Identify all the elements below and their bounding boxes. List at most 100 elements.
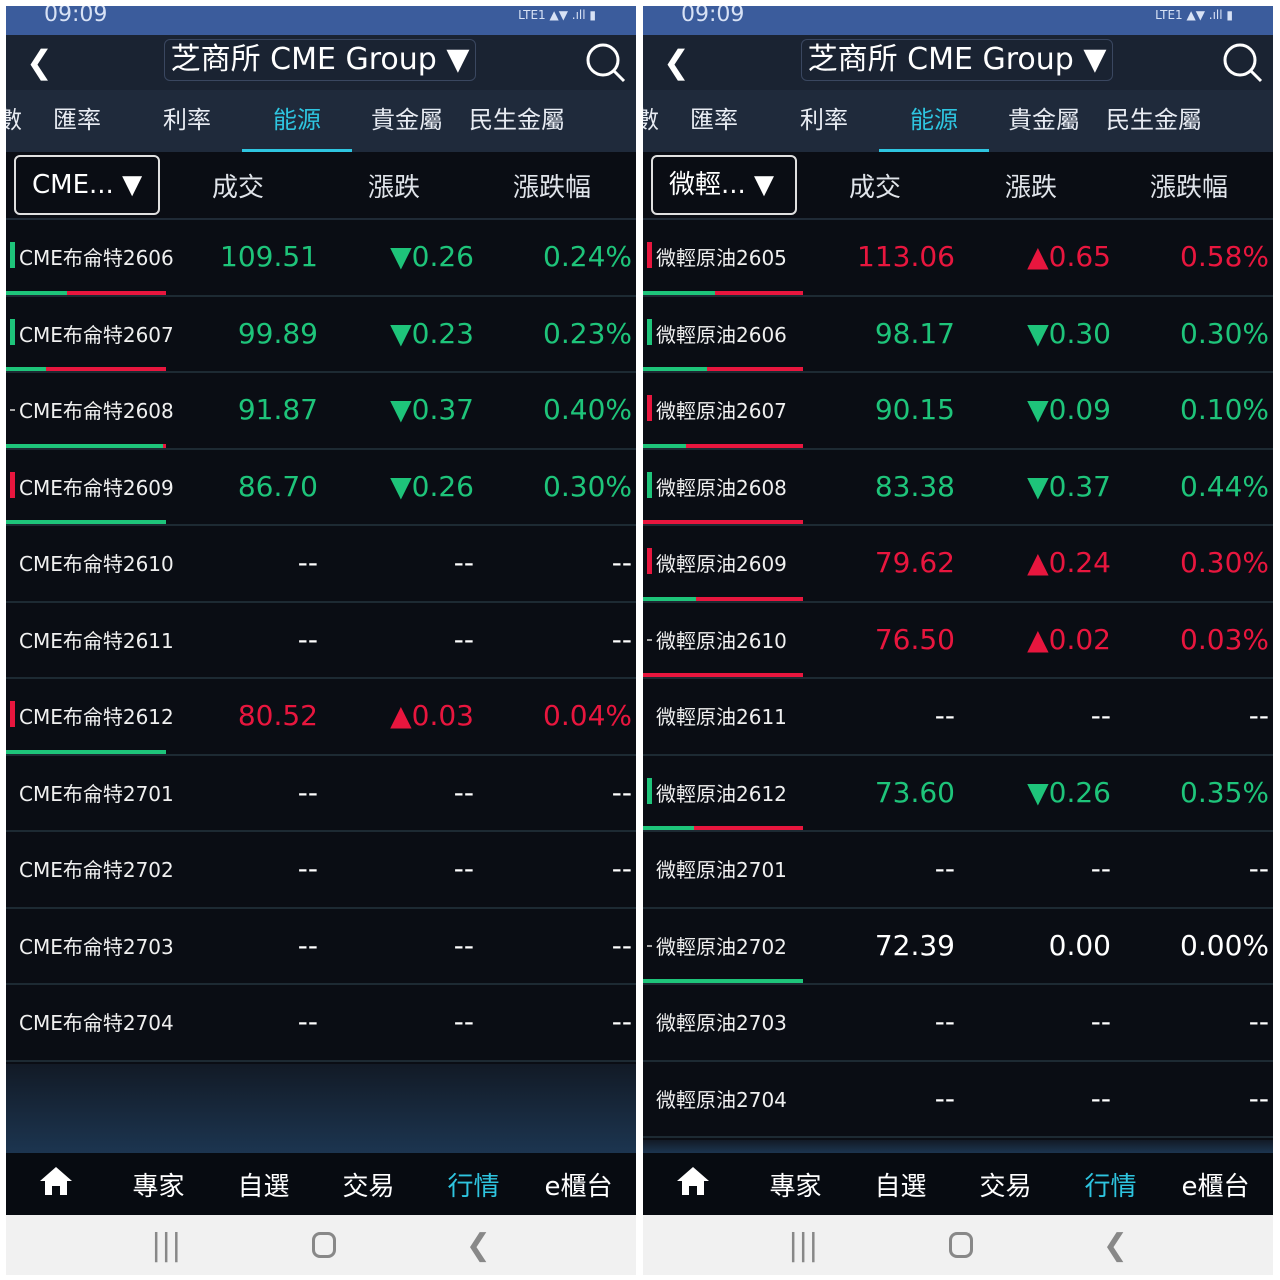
volume-ratio-bar <box>643 596 803 601</box>
nav-item-1[interactable]: 自選 <box>874 1171 927 1202</box>
nav-item-0[interactable]: 專家 <box>132 1171 185 1202</box>
home-button-icon[interactable] <box>311 1232 336 1258</box>
product-selector[interactable]: 微輕... ▼ <box>651 155 797 215</box>
search-icon[interactable] <box>584 41 626 83</box>
quote-row[interactable]: CME布侖特2701 -- -- -- <box>6 756 636 832</box>
volume-ratio-bar <box>6 443 166 448</box>
exchange-selector[interactable]: 芝商所 CME Group ▼ <box>164 39 476 81</box>
tab-2[interactable]: 利率 <box>163 106 211 134</box>
contract-name: 微輕原油2610 <box>656 628 787 653</box>
quote-row[interactable]: 微輕原油2610 76.50 ▲0.02 0.03% <box>643 603 1273 679</box>
nav-item-1[interactable]: 自選 <box>237 1171 290 1202</box>
nav-item-4[interactable]: e櫃台 <box>1181 1171 1250 1202</box>
recents-icon[interactable]: ||| <box>788 1227 819 1263</box>
tab-3[interactable]: 能源 <box>879 90 989 152</box>
quote-row[interactable]: 微輕原油2608 83.38 ▼0.37 0.44% <box>643 450 1273 526</box>
bottom-nav: 專家 自選 交易 行情 e櫃台 <box>6 1153 636 1215</box>
back-icon[interactable]: ❮ <box>663 43 690 81</box>
change-percent: -- <box>611 928 632 962</box>
quote-row[interactable]: 微輕原油2605 113.06 ▲0.65 0.58% <box>643 220 1273 297</box>
price: -- <box>297 852 318 885</box>
list-background <box>643 1140 1273 1153</box>
nav-item-3[interactable]: 行情 <box>1084 1171 1137 1202</box>
nav-item-4[interactable]: e櫃台 <box>544 1171 613 1202</box>
column-header-2[interactable]: 漲跌幅 <box>1149 172 1228 203</box>
volume-ratio-bar <box>643 367 803 371</box>
quote-row[interactable]: CME布侖特2702 -- -- -- <box>6 832 636 909</box>
tab-3[interactable]: 能源 <box>242 90 352 152</box>
change-percent: -- <box>611 852 632 885</box>
quote-row[interactable]: 微輕原油2612 73.60 ▼0.26 0.35% <box>643 756 1273 832</box>
quote-row[interactable]: 微輕原油2703 -- -- -- <box>643 985 1273 1062</box>
quote-row[interactable]: 微輕原油2704 -- -- -- <box>643 1062 1273 1138</box>
nav-item-0[interactable]: 專家 <box>769 1171 822 1202</box>
change-percent: 0.30% <box>1180 316 1269 350</box>
volume-ratio-bar <box>643 826 803 830</box>
tab-5[interactable]: 民生金屬 <box>1106 106 1202 134</box>
change: ▼0.37 <box>1027 469 1111 503</box>
price: -- <box>297 928 318 962</box>
quote-row[interactable]: 微輕原油2702 72.39 0.00 0.00% <box>643 909 1273 985</box>
contract-name: CME布侖特2703 <box>19 934 174 959</box>
category-tabs: 數 匯率 利率 能源 貴金屬 民生金屬 <box>6 90 636 152</box>
quote-row[interactable]: CME布侖特2704 -- -- -- <box>6 985 636 1062</box>
quote-row[interactable]: CME布侖特2609 86.70 ▼0.26 0.30% <box>6 450 636 526</box>
column-header-1[interactable]: 漲跌 <box>1004 172 1057 203</box>
home-button-icon[interactable] <box>948 1232 973 1258</box>
back-icon[interactable]: ❮ <box>26 43 53 81</box>
tick-indicator <box>647 944 652 947</box>
tab-0[interactable]: 數 <box>6 106 22 134</box>
quote-row[interactable]: 微輕原油2606 98.17 ▼0.30 0.30% <box>643 297 1273 373</box>
tab-4[interactable]: 貴金屬 <box>371 106 443 134</box>
tick-indicator <box>10 471 15 498</box>
home-icon[interactable] <box>643 1165 743 1204</box>
quote-row[interactable]: CME布侖特2606 109.51 ▼0.26 0.24% <box>6 220 636 297</box>
contract-name: CME布侖特2704 <box>19 1011 174 1035</box>
tab-5[interactable]: 民生金屬 <box>469 106 565 134</box>
price: -- <box>297 1005 318 1038</box>
column-header-1[interactable]: 漲跌 <box>367 172 420 203</box>
tab-2[interactable]: 利率 <box>800 106 848 134</box>
change: -- <box>1090 852 1111 885</box>
quote-row[interactable]: CME布侖特2610 -- -- -- <box>6 526 636 603</box>
quote-row[interactable]: CME布侖特2703 -- -- -- <box>6 909 636 985</box>
price: 73.60 <box>874 775 955 809</box>
change: ▼0.26 <box>1027 775 1111 809</box>
quote-row[interactable]: 微輕原油2701 -- -- -- <box>643 832 1273 909</box>
change: ▼0.30 <box>1027 316 1111 350</box>
nav-item-3[interactable]: 行情 <box>447 1171 500 1202</box>
tab-4[interactable]: 貴金屬 <box>1008 106 1080 134</box>
category-tabs: 數 匯率 利率 能源 貴金屬 民生金屬 <box>643 90 1273 152</box>
change: -- <box>453 775 474 809</box>
quote-row[interactable]: CME布侖特2607 99.89 ▼0.23 0.23% <box>6 297 636 373</box>
nav-item-2[interactable]: 交易 <box>342 1171 395 1202</box>
change: 0.00 <box>1048 928 1111 962</box>
column-header-2[interactable]: 漲跌幅 <box>512 172 591 203</box>
exchange-selector[interactable]: 芝商所 CME Group ▼ <box>801 39 1113 81</box>
column-header-0[interactable]: 成交 <box>211 172 264 203</box>
header: ❮ 芝商所 CME Group ▼ <box>6 35 636 90</box>
recents-icon[interactable]: ||| <box>151 1227 182 1263</box>
back-nav-icon[interactable]: ❮ <box>1102 1227 1128 1263</box>
tab-1[interactable]: 匯率 <box>690 106 738 134</box>
quote-row[interactable]: 微輕原油2609 79.62 ▲0.24 0.30% <box>643 526 1273 603</box>
back-nav-icon[interactable]: ❮ <box>465 1227 491 1263</box>
quote-row[interactable]: CME布侖特2611 -- -- -- <box>6 603 636 679</box>
change: ▼0.26 <box>390 240 474 273</box>
status-bar: 09:09 LTE1 ▲▼ .ıll ▮ <box>643 6 1273 35</box>
price: -- <box>934 852 955 885</box>
column-header-0[interactable]: 成交 <box>848 172 901 203</box>
search-icon[interactable] <box>1221 41 1263 83</box>
tick-indicator <box>10 242 15 268</box>
status-icons: LTE1 ▲▼ .ıll ▮ <box>518 8 596 22</box>
quote-row[interactable]: CME布侖特2612 80.52 ▲0.03 0.04% <box>6 679 636 756</box>
quote-row[interactable]: 微輕原油2611 -- -- -- <box>643 679 1273 756</box>
tab-1[interactable]: 匯率 <box>53 106 101 134</box>
home-icon[interactable] <box>6 1165 106 1204</box>
tab-0[interactable]: 數 <box>643 106 659 134</box>
quote-row[interactable]: 微輕原油2607 90.15 ▼0.09 0.10% <box>643 373 1273 450</box>
contract-name: CME布侖特2702 <box>19 858 174 882</box>
quote-row[interactable]: CME布侖特2608 91.87 ▼0.37 0.40% <box>6 373 636 450</box>
nav-item-2[interactable]: 交易 <box>979 1171 1032 1202</box>
product-selector[interactable]: CME... ▼ <box>14 155 160 215</box>
